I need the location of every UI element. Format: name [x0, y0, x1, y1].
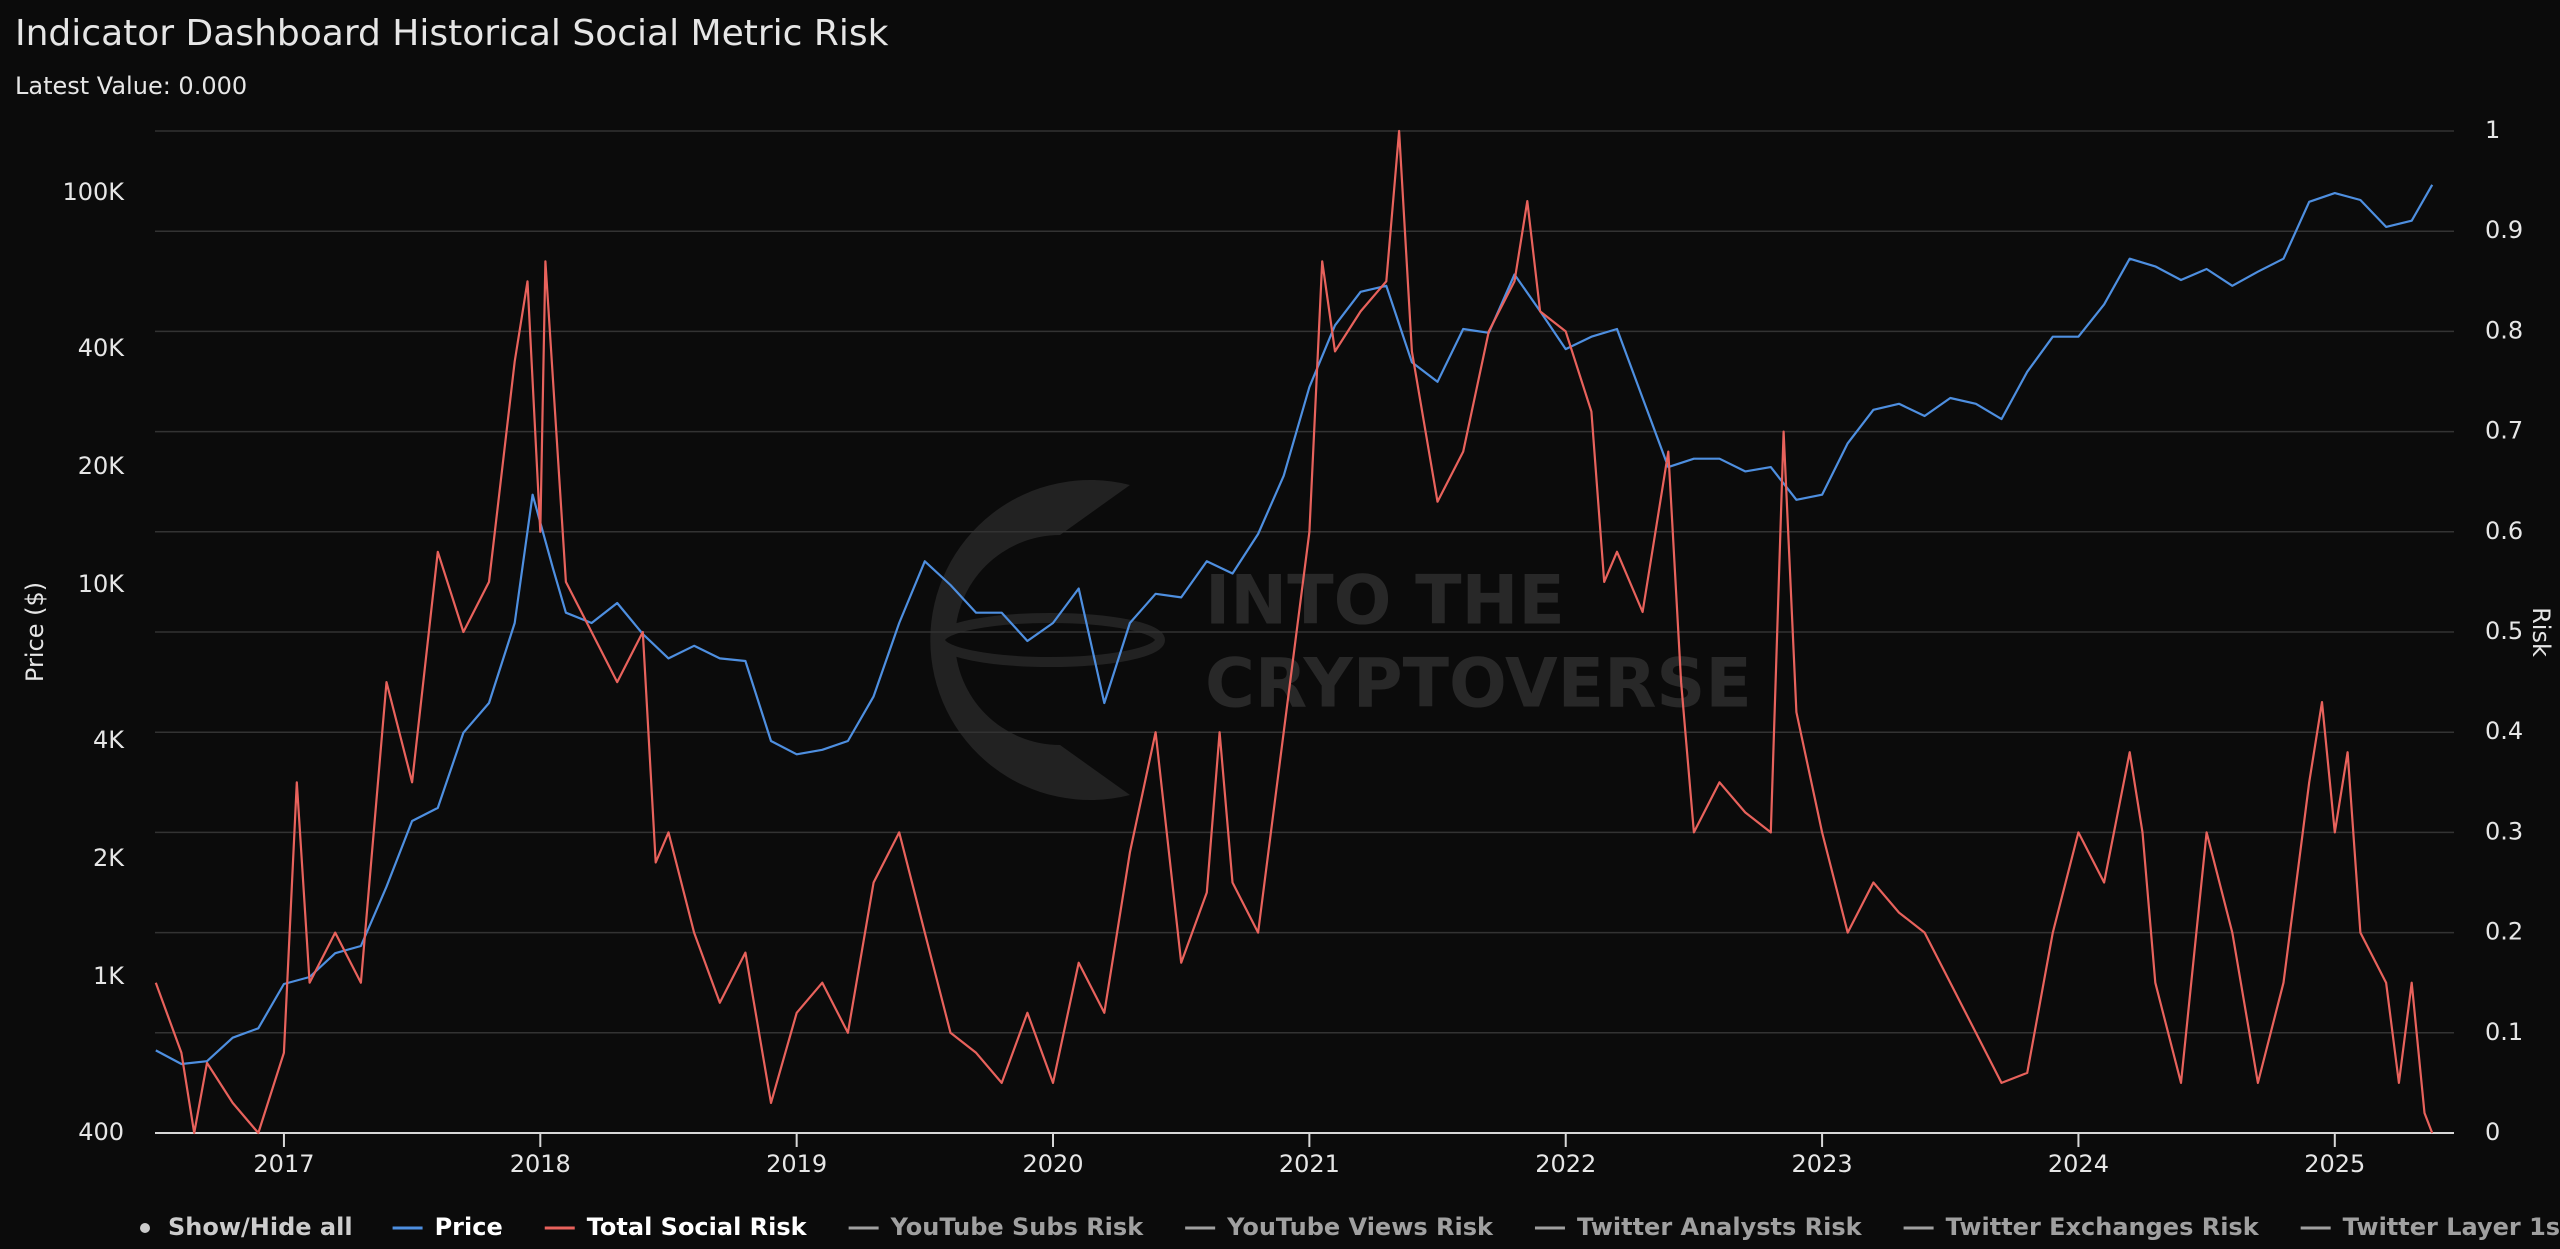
y2-tick-label: 0 — [2485, 1118, 2500, 1146]
y-tick-label: 100K — [62, 178, 125, 206]
y2-tick-label: 0.4 — [2485, 717, 2523, 745]
x-tick-label: 2024 — [2048, 1150, 2109, 1178]
y2-tick-label: 0.5 — [2485, 617, 2523, 645]
y-tick-label: 4K — [93, 726, 125, 754]
y-tick-label: 400 — [78, 1118, 124, 1146]
legend-toggle[interactable]: Show/Hide all — [168, 1213, 353, 1241]
y-tick-label: 40K — [78, 334, 126, 362]
y-axis-label: Price ($) — [21, 582, 49, 682]
x-tick-label: 2023 — [1792, 1150, 1853, 1178]
legend-label[interactable]: Twitter Analysts Risk — [1577, 1213, 1863, 1241]
watermark: INTO THE CRYPTOVERSE — [930, 480, 1752, 800]
y2-tick-label: 0.7 — [2485, 417, 2523, 445]
x-tick-label: 2020 — [1022, 1150, 1083, 1178]
y2-tick-label: 0.1 — [2485, 1018, 2523, 1046]
data-line — [154, 129, 2434, 1135]
legend-label[interactable]: YouTube Subs Risk — [890, 1213, 1145, 1241]
y2-tick-label: 0.2 — [2485, 918, 2523, 946]
watermark-text: CRYPTOVERSE — [1205, 645, 1752, 724]
y2-axis-label: Risk — [2527, 607, 2555, 657]
y2-tick-label: 0.8 — [2485, 316, 2523, 344]
y2-tick-label: 1 — [2485, 116, 2500, 144]
legend-label[interactable]: Total Social Risk — [587, 1213, 808, 1241]
y2-tick-label: 0.3 — [2485, 817, 2523, 845]
chart-subtitle: Latest Value: 0.000 — [15, 72, 247, 100]
y-tick-label: 2K — [93, 844, 125, 872]
legend-label[interactable]: YouTube Views Risk — [1226, 1213, 1494, 1241]
x-tick-label: 2022 — [1535, 1150, 1596, 1178]
x-tick-label: 2017 — [253, 1150, 314, 1178]
watermark-text: INTO THE — [1205, 562, 1565, 641]
y2-tick-label: 0.9 — [2485, 216, 2523, 244]
legend-label[interactable]: Price — [435, 1213, 503, 1241]
legend-toggle-icon — [140, 1223, 150, 1233]
x-tick-label: 2018 — [510, 1150, 571, 1178]
y-tick-label: 20K — [78, 452, 126, 480]
legend-label[interactable]: Twitter Exchanges Risk — [1946, 1213, 2260, 1241]
data-line — [155, 184, 2434, 1066]
chart-title: Indicator Dashboard Historical Social Me… — [15, 13, 889, 54]
y2-tick-label: 0.6 — [2485, 517, 2523, 545]
y-tick-label: 10K — [78, 570, 126, 598]
x-tick-label: 2025 — [2304, 1150, 2365, 1178]
y-tick-label: 1K — [93, 962, 125, 990]
legend-label[interactable]: Twitter Layer 1s Risk — [2343, 1213, 2560, 1241]
x-tick-label: 2019 — [766, 1150, 827, 1178]
x-tick-label: 2021 — [1279, 1150, 1340, 1178]
watermark-logo-ring — [935, 613, 1165, 667]
watermark-logo — [930, 480, 1130, 800]
